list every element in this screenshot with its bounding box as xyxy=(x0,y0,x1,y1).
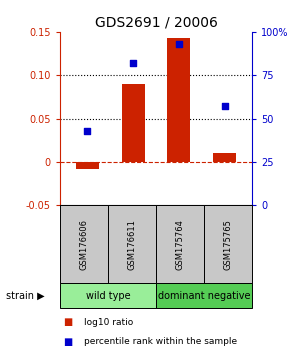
Title: GDS2691 / 20006: GDS2691 / 20006 xyxy=(94,15,218,29)
Text: wild type: wild type xyxy=(86,291,130,301)
Bar xyxy=(204,205,252,283)
Bar xyxy=(213,153,236,162)
Text: log10 ratio: log10 ratio xyxy=(84,318,133,327)
Bar xyxy=(156,283,252,308)
Bar xyxy=(76,162,99,169)
Text: GSM175764: GSM175764 xyxy=(176,219,184,270)
Point xyxy=(85,128,90,133)
Bar xyxy=(156,205,204,283)
Bar xyxy=(60,205,108,283)
Bar xyxy=(108,205,156,283)
Point xyxy=(131,60,136,66)
Text: GSM176611: GSM176611 xyxy=(128,219,136,270)
Text: GSM175765: GSM175765 xyxy=(224,219,232,270)
Text: percentile rank within the sample: percentile rank within the sample xyxy=(84,337,237,346)
Text: ■: ■ xyxy=(63,317,72,327)
Text: GSM176606: GSM176606 xyxy=(80,219,88,270)
Text: dominant negative: dominant negative xyxy=(158,291,250,301)
Point xyxy=(222,104,227,109)
Bar xyxy=(122,84,145,162)
Bar xyxy=(167,38,190,162)
Text: strain ▶: strain ▶ xyxy=(6,291,45,301)
Bar xyxy=(60,283,156,308)
Point xyxy=(176,41,181,47)
Text: ■: ■ xyxy=(63,337,72,347)
